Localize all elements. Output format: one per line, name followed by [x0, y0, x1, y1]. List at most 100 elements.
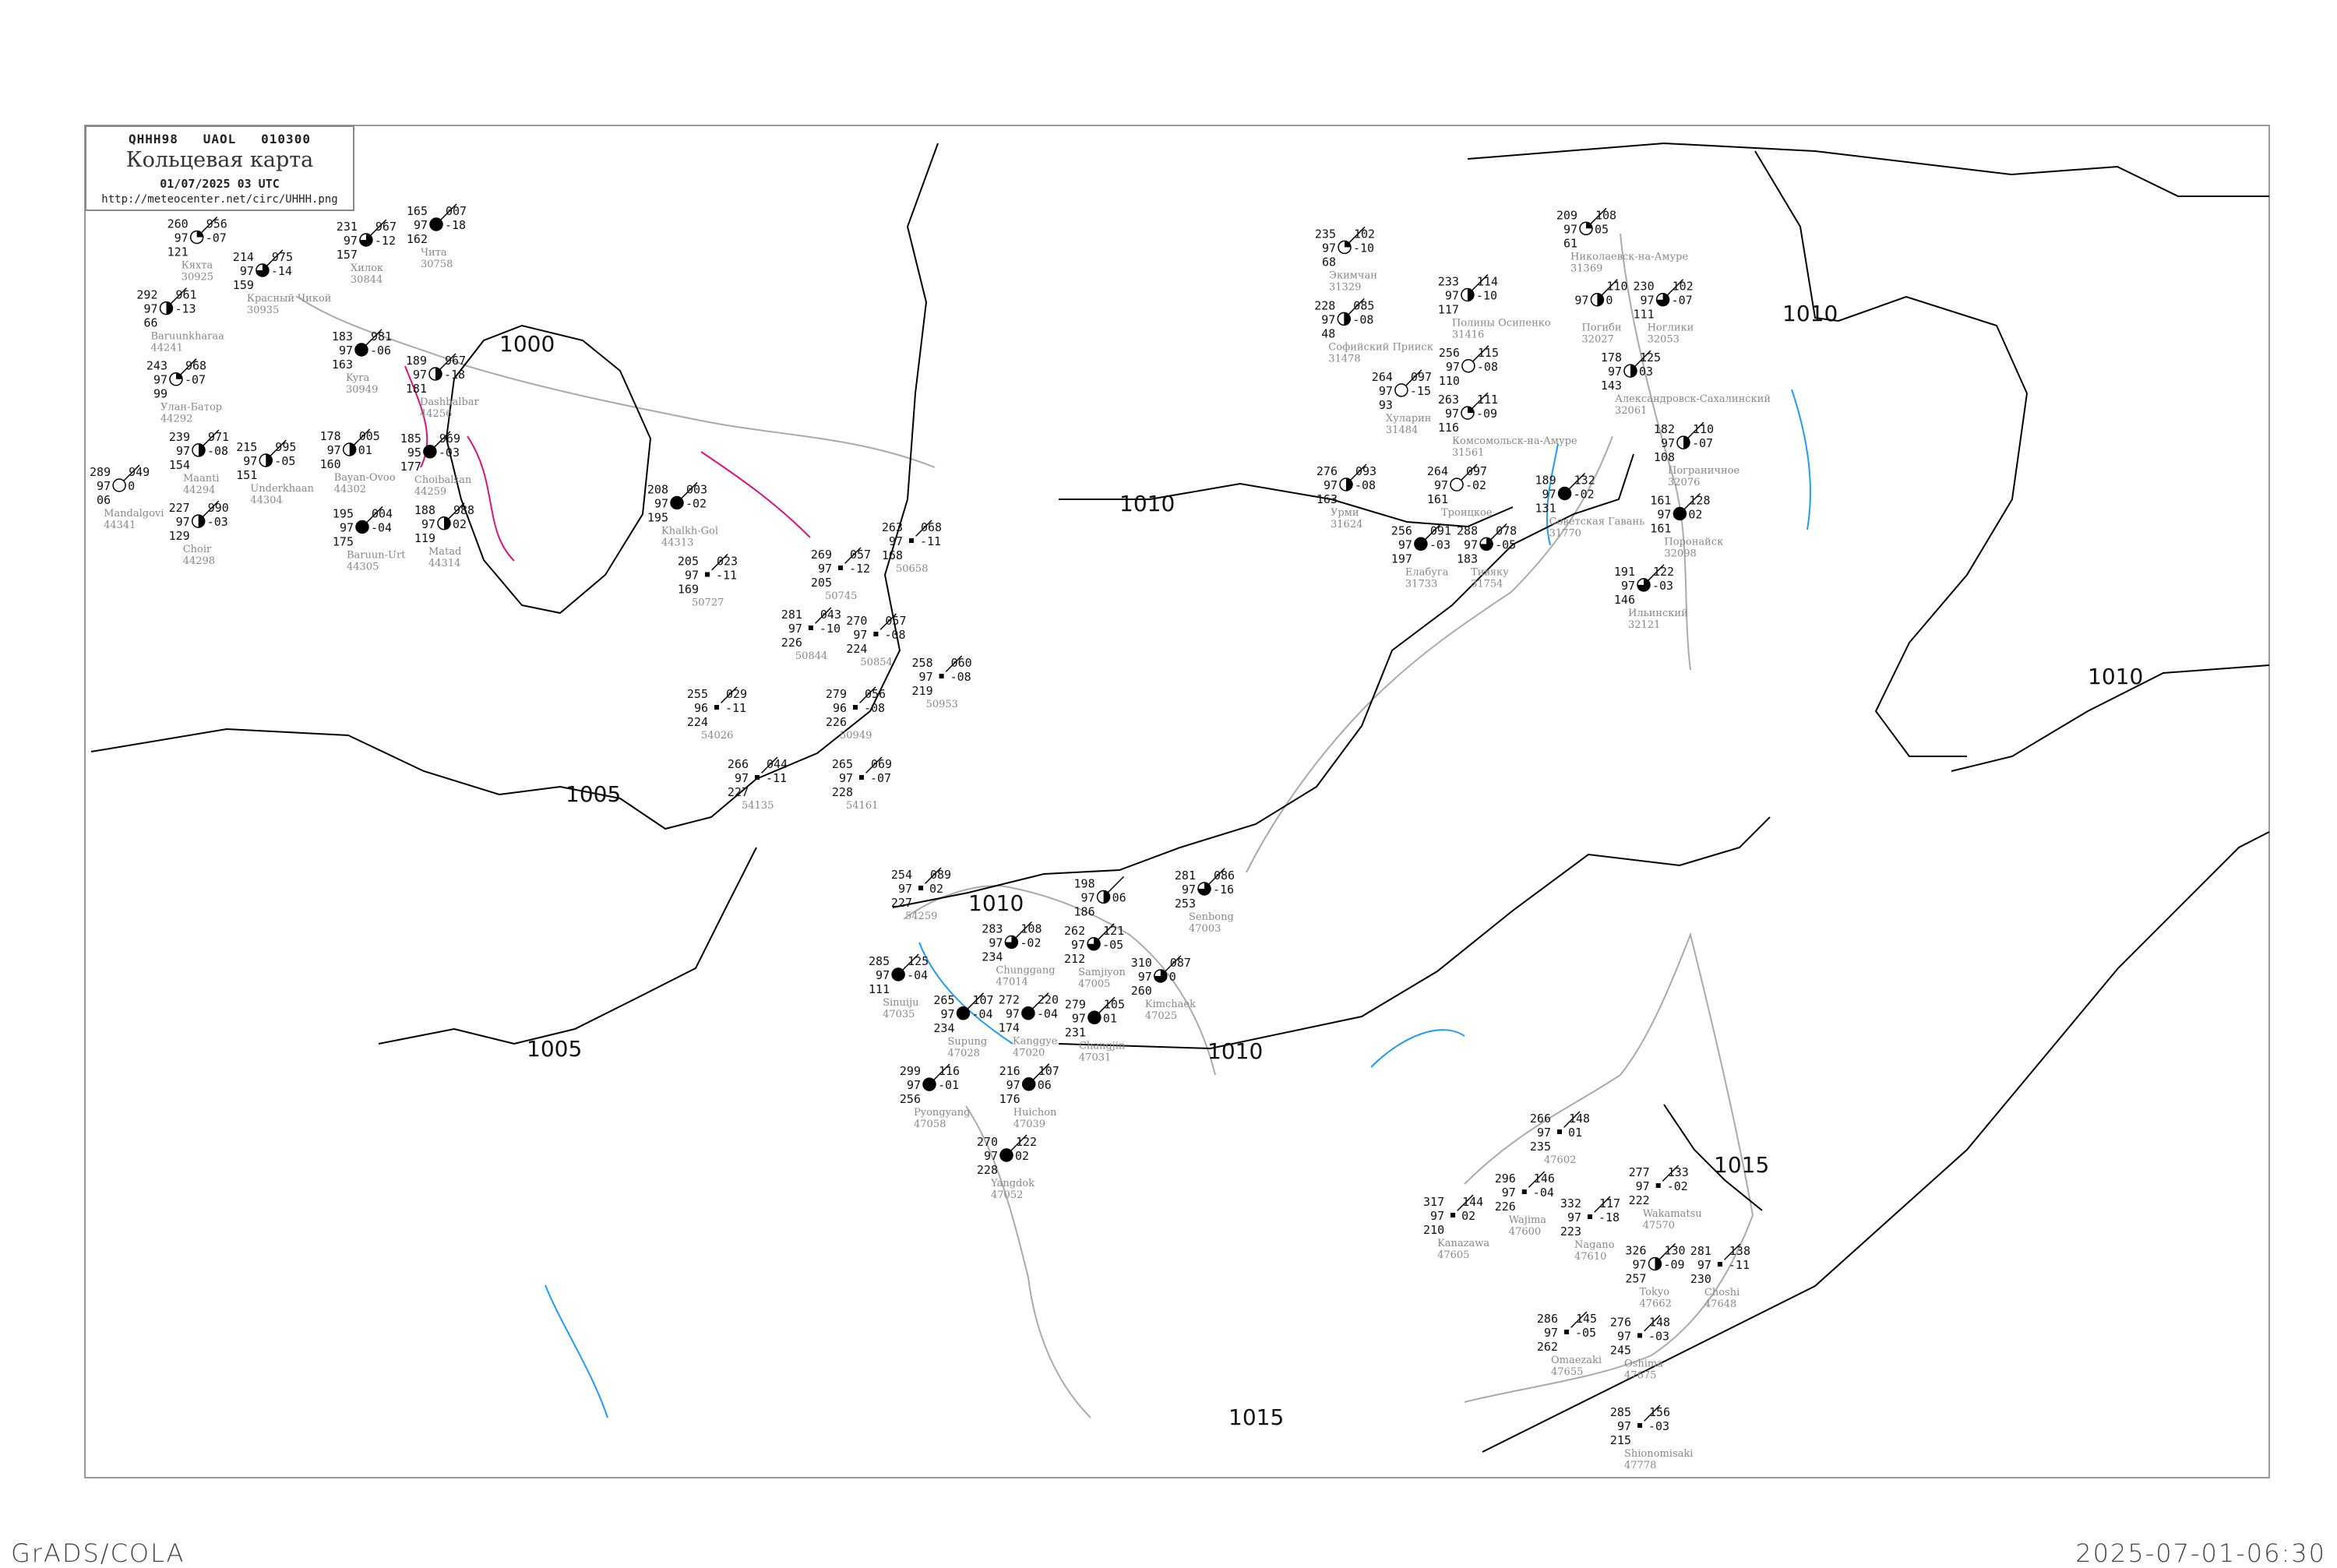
station-visibility: 97	[1636, 1179, 1650, 1193]
station-temperature: 281	[1175, 869, 1196, 883]
station-temperature: 264	[1427, 464, 1448, 478]
station-temperature: 263	[1438, 393, 1459, 407]
station-name: Choibalsan	[414, 474, 472, 486]
station-temperature: 279	[1065, 997, 1086, 1011]
station-pressure-tendency: -10	[1476, 289, 1497, 303]
station-pressure-tendency: -05	[1495, 537, 1516, 551]
station-pressure: 056	[865, 687, 886, 701]
station-visibility: 97	[339, 344, 353, 358]
station-dewpoint: 168	[882, 548, 903, 562]
station-temperature: 228	[1314, 298, 1335, 312]
station-name: Underkhaan	[250, 483, 314, 495]
station-temperature: 272	[999, 993, 1020, 1007]
station-id: 44341	[104, 520, 136, 531]
station-id: 31478	[1328, 353, 1360, 365]
station-dewpoint: 163	[1317, 492, 1338, 506]
cloud-cover-icon	[1394, 383, 1408, 397]
wind-barb-icon	[203, 429, 220, 446]
station-name: Александровск-Сахалинский	[1615, 393, 1771, 405]
cloud-cover-fill	[1630, 365, 1637, 378]
station-temperature: 286	[1537, 1312, 1558, 1326]
station-pressure-tendency: 02	[1461, 1209, 1475, 1223]
station-visibility: 97	[735, 771, 749, 785]
station-visibility: 97	[839, 771, 853, 785]
bulletin-code: QHHH98 UAOL 010300	[129, 132, 311, 146]
station-visibility: 95	[407, 446, 421, 460]
station-id: 32061	[1615, 405, 1647, 417]
station-dot-icon	[1557, 1129, 1562, 1134]
station-visibility: 97	[1324, 478, 1338, 492]
station-id: 32121	[1628, 619, 1660, 631]
cloud-cover-fill	[1103, 890, 1110, 904]
station-dewpoint: 260	[1131, 984, 1152, 998]
station-temperature: 178	[320, 429, 341, 443]
cloud-cover-fill	[199, 443, 205, 456]
cloud-cover-fill	[435, 368, 442, 380]
station-id: 47020	[1013, 1048, 1045, 1059]
station-visibility: 97	[1661, 436, 1675, 450]
station-temperature: 182	[1654, 422, 1675, 436]
station-pressure: 144	[1462, 1195, 1483, 1209]
station-temperature: 285	[869, 954, 890, 968]
station-id: 31329	[1329, 281, 1361, 293]
wind-barb-icon	[448, 502, 465, 520]
station-temperature: 281	[781, 608, 802, 622]
station-pressure-tendency: -07	[206, 231, 227, 245]
station-id: 47655	[1551, 1366, 1583, 1378]
station-name: Хилок	[351, 263, 383, 274]
station-temperature: 185	[400, 432, 421, 446]
wind-barb-icon	[1348, 226, 1366, 244]
station-pressure: 968	[185, 359, 206, 373]
station-visibility: 97	[153, 373, 167, 387]
station-visibility: 97	[1563, 222, 1577, 236]
station-temperature: 165	[407, 204, 428, 218]
station-pressure-tendency: -12	[849, 562, 870, 576]
station-id: 47025	[1145, 1010, 1177, 1022]
station-pressure: 087	[1170, 956, 1191, 970]
station-pressure: 145	[1576, 1312, 1597, 1326]
station-pressure: 133	[1668, 1165, 1689, 1179]
station-name: Oshima	[1624, 1358, 1663, 1370]
station-temperature: 205	[678, 555, 699, 569]
station-name: Khalkh-Gol	[661, 526, 718, 537]
station-temperature: 265	[832, 757, 853, 771]
isobar-label: 1015	[1714, 1152, 1769, 1178]
wind-barb-icon	[433, 431, 451, 448]
station-pressure-tendency: -02	[686, 497, 707, 511]
station-pressure: 132	[1574, 474, 1595, 488]
station-temperature: 310	[1131, 956, 1152, 970]
station-dewpoint: 146	[1614, 593, 1635, 607]
wind-barb-icon	[1490, 523, 1507, 541]
station-id: 30758	[421, 259, 453, 270]
station-visibility: 97	[413, 368, 427, 382]
station-id: 31733	[1405, 578, 1437, 590]
isobar-label: 1005	[527, 1036, 582, 1062]
station-pressure-tendency: 0	[128, 479, 135, 493]
station-visibility: 97	[1445, 407, 1459, 421]
station-name: Mandalgovi	[104, 508, 164, 520]
station-id: 44305	[347, 562, 379, 573]
station-pressure-tendency: -11	[725, 701, 746, 715]
station-name: Улан-Батор	[160, 402, 222, 414]
rivers	[545, 389, 1811, 1418]
station-name: Huichon	[1013, 1107, 1057, 1119]
station-dewpoint: 222	[1629, 1193, 1650, 1207]
station-visibility: 97	[1608, 365, 1622, 379]
cloud-cover-fill	[1637, 578, 1650, 591]
station-temperature: 276	[1610, 1316, 1631, 1330]
station-visibility: 97	[1071, 938, 1085, 952]
station-name: Matad	[428, 546, 461, 558]
